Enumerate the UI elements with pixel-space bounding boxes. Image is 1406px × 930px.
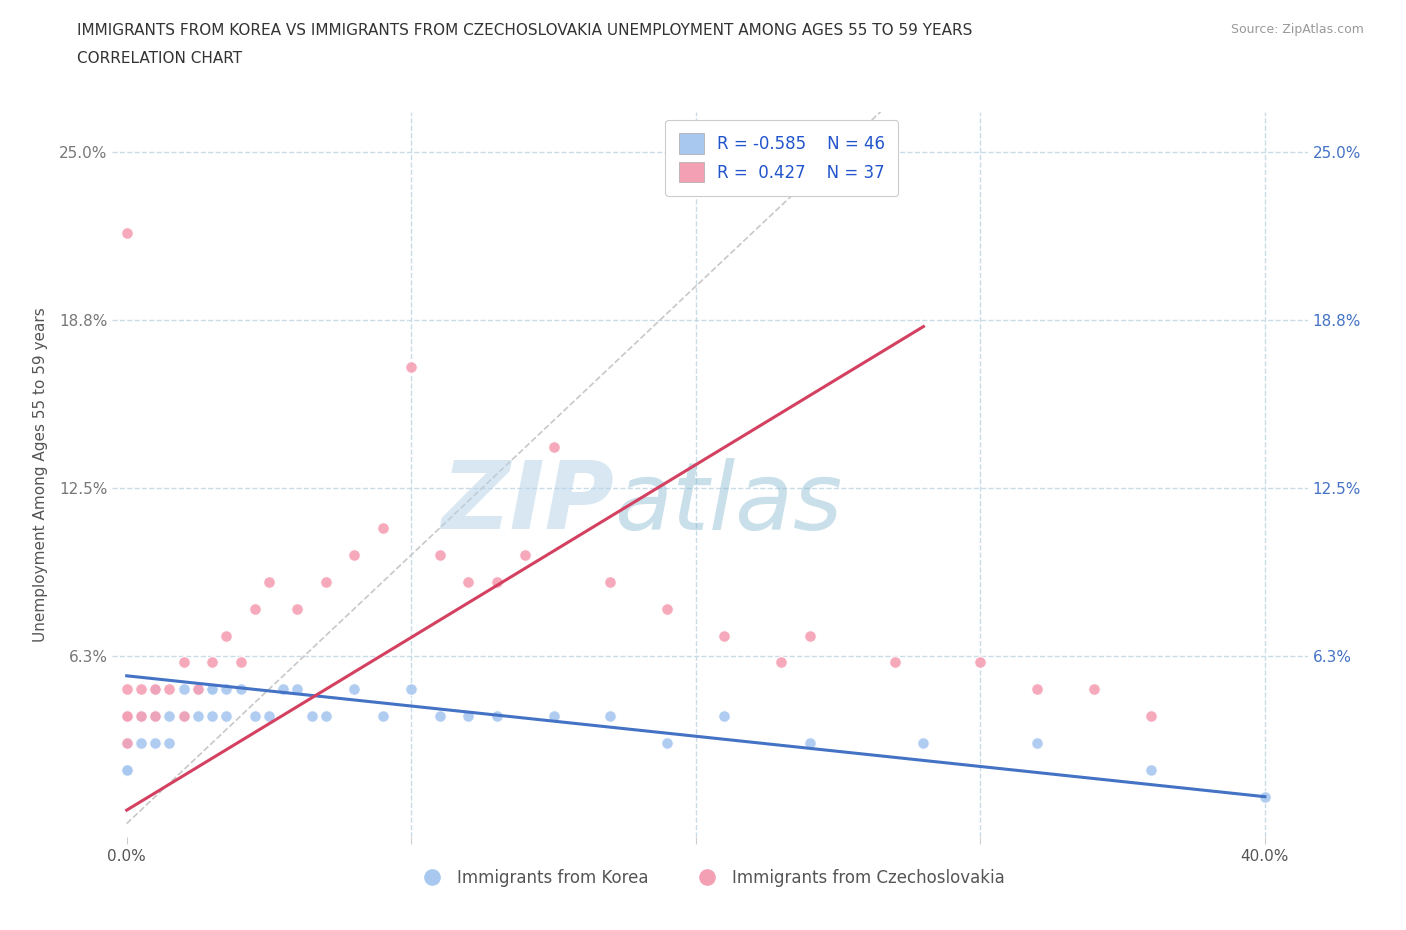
Point <box>1140 709 1163 724</box>
Point <box>187 709 209 724</box>
Point <box>215 628 238 643</box>
Point <box>115 736 138 751</box>
Point <box>215 709 238 724</box>
Point <box>657 601 679 616</box>
Point <box>201 655 224 670</box>
Point <box>1083 682 1105 697</box>
Point <box>257 575 280 590</box>
Point <box>1026 736 1049 751</box>
Text: atlas: atlas <box>614 458 842 549</box>
Point <box>115 709 138 724</box>
Point <box>713 628 735 643</box>
Point <box>884 655 907 670</box>
Point <box>287 601 309 616</box>
Text: Source: ZipAtlas.com: Source: ZipAtlas.com <box>1230 23 1364 36</box>
Point <box>257 709 280 724</box>
Point <box>599 575 621 590</box>
Point <box>215 682 238 697</box>
Point <box>115 736 138 751</box>
Point <box>799 736 821 751</box>
Point <box>201 709 224 724</box>
Point <box>115 709 138 724</box>
Point <box>457 575 479 590</box>
Point <box>157 709 180 724</box>
Point <box>301 709 323 724</box>
Point <box>229 682 252 697</box>
Point <box>115 225 138 240</box>
Point <box>115 709 138 724</box>
Point <box>543 440 565 455</box>
Point <box>115 682 138 697</box>
Point <box>229 655 252 670</box>
Point <box>173 709 195 724</box>
Point <box>115 709 138 724</box>
Point <box>173 709 195 724</box>
Point <box>115 763 138 777</box>
Point <box>770 655 793 670</box>
Point <box>457 709 479 724</box>
Point <box>173 655 195 670</box>
Legend: Immigrants from Korea, Immigrants from Czechoslovakia: Immigrants from Korea, Immigrants from C… <box>409 863 1011 894</box>
Point <box>129 736 152 751</box>
Point <box>371 709 394 724</box>
Point <box>143 709 166 724</box>
Point <box>543 709 565 724</box>
Point <box>599 709 621 724</box>
Point <box>429 709 451 724</box>
Point <box>143 736 166 751</box>
Point <box>401 359 423 374</box>
Point <box>201 682 224 697</box>
Point <box>157 736 180 751</box>
Point <box>129 709 152 724</box>
Point <box>157 682 180 697</box>
Point <box>173 682 195 697</box>
Point <box>243 601 266 616</box>
Point <box>243 709 266 724</box>
Point <box>343 682 366 697</box>
Point <box>173 709 195 724</box>
Point <box>1026 682 1049 697</box>
Text: IMMIGRANTS FROM KOREA VS IMMIGRANTS FROM CZECHOSLOVAKIA UNEMPLOYMENT AMONG AGES : IMMIGRANTS FROM KOREA VS IMMIGRANTS FROM… <box>77 23 973 38</box>
Point <box>969 655 991 670</box>
Point <box>371 521 394 536</box>
Point <box>657 736 679 751</box>
Point <box>713 709 735 724</box>
Point <box>315 575 337 590</box>
Point <box>513 548 536 563</box>
Point <box>115 763 138 777</box>
Point <box>187 682 209 697</box>
Point <box>912 736 935 751</box>
Point <box>287 682 309 697</box>
Point <box>799 628 821 643</box>
Point <box>401 682 423 697</box>
Point <box>143 709 166 724</box>
Point <box>187 682 209 697</box>
Point <box>201 682 224 697</box>
Text: CORRELATION CHART: CORRELATION CHART <box>77 51 242 66</box>
Point <box>271 682 294 697</box>
Point <box>129 682 152 697</box>
Point <box>485 709 508 724</box>
Point <box>143 682 166 697</box>
Point <box>115 736 138 751</box>
Point <box>315 709 337 724</box>
Point <box>429 548 451 563</box>
Point <box>343 548 366 563</box>
Y-axis label: Unemployment Among Ages 55 to 59 years: Unemployment Among Ages 55 to 59 years <box>34 307 48 642</box>
Point <box>1254 790 1277 804</box>
Point <box>485 575 508 590</box>
Text: ZIP: ZIP <box>441 458 614 550</box>
Point <box>129 709 152 724</box>
Point <box>1140 763 1163 777</box>
Point <box>143 682 166 697</box>
Point <box>143 709 166 724</box>
